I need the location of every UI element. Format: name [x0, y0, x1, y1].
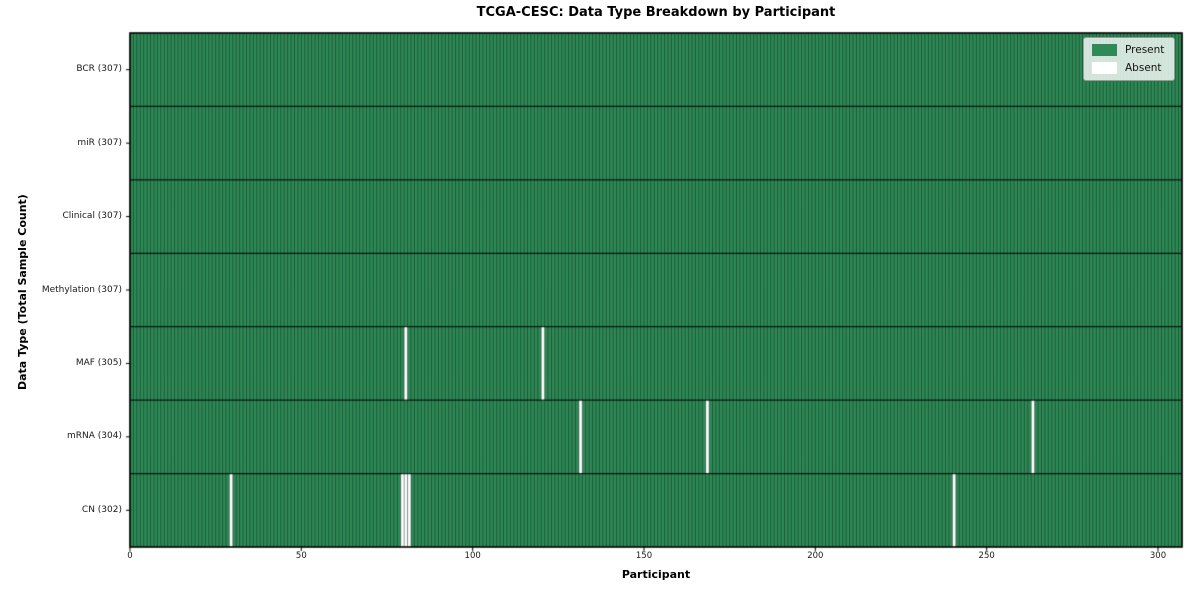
y-tick-label: miR (307) — [77, 137, 122, 148]
x-axis-label: Participant — [621, 568, 691, 581]
chart-title: TCGA-CESC: Data Type Breakdown by Partic… — [476, 5, 836, 20]
y-tick-label: Methylation (307) — [41, 284, 122, 295]
y-tick-label: BCR (307) — [76, 64, 122, 75]
legend-swatch-absent-icon — [1092, 62, 1117, 74]
legend-label: Absent — [1125, 62, 1162, 74]
legend: Present Absent — [1083, 37, 1176, 81]
legend-entry: Absent — [1092, 62, 1164, 74]
x-tick-label: 50 — [295, 551, 307, 561]
x-tick-label: 0 — [127, 551, 133, 561]
legend-label: Present — [1125, 44, 1165, 56]
y-tick-label: mRNA (304) — [67, 431, 122, 442]
y-tick-label: Clinical (307) — [62, 211, 122, 222]
y-tick-label: MAF (305) — [75, 357, 122, 368]
x-tick-label: 100 — [464, 551, 481, 561]
x-tick-label: 150 — [635, 551, 653, 561]
y-tick-label: CN (302) — [81, 504, 122, 515]
x-tick-label: 250 — [978, 551, 995, 561]
legend-entry: Present — [1092, 44, 1164, 56]
x-tick-label: 200 — [807, 551, 824, 561]
legend-swatch-present-icon — [1092, 44, 1117, 56]
x-tick-label: 300 — [1149, 551, 1167, 561]
